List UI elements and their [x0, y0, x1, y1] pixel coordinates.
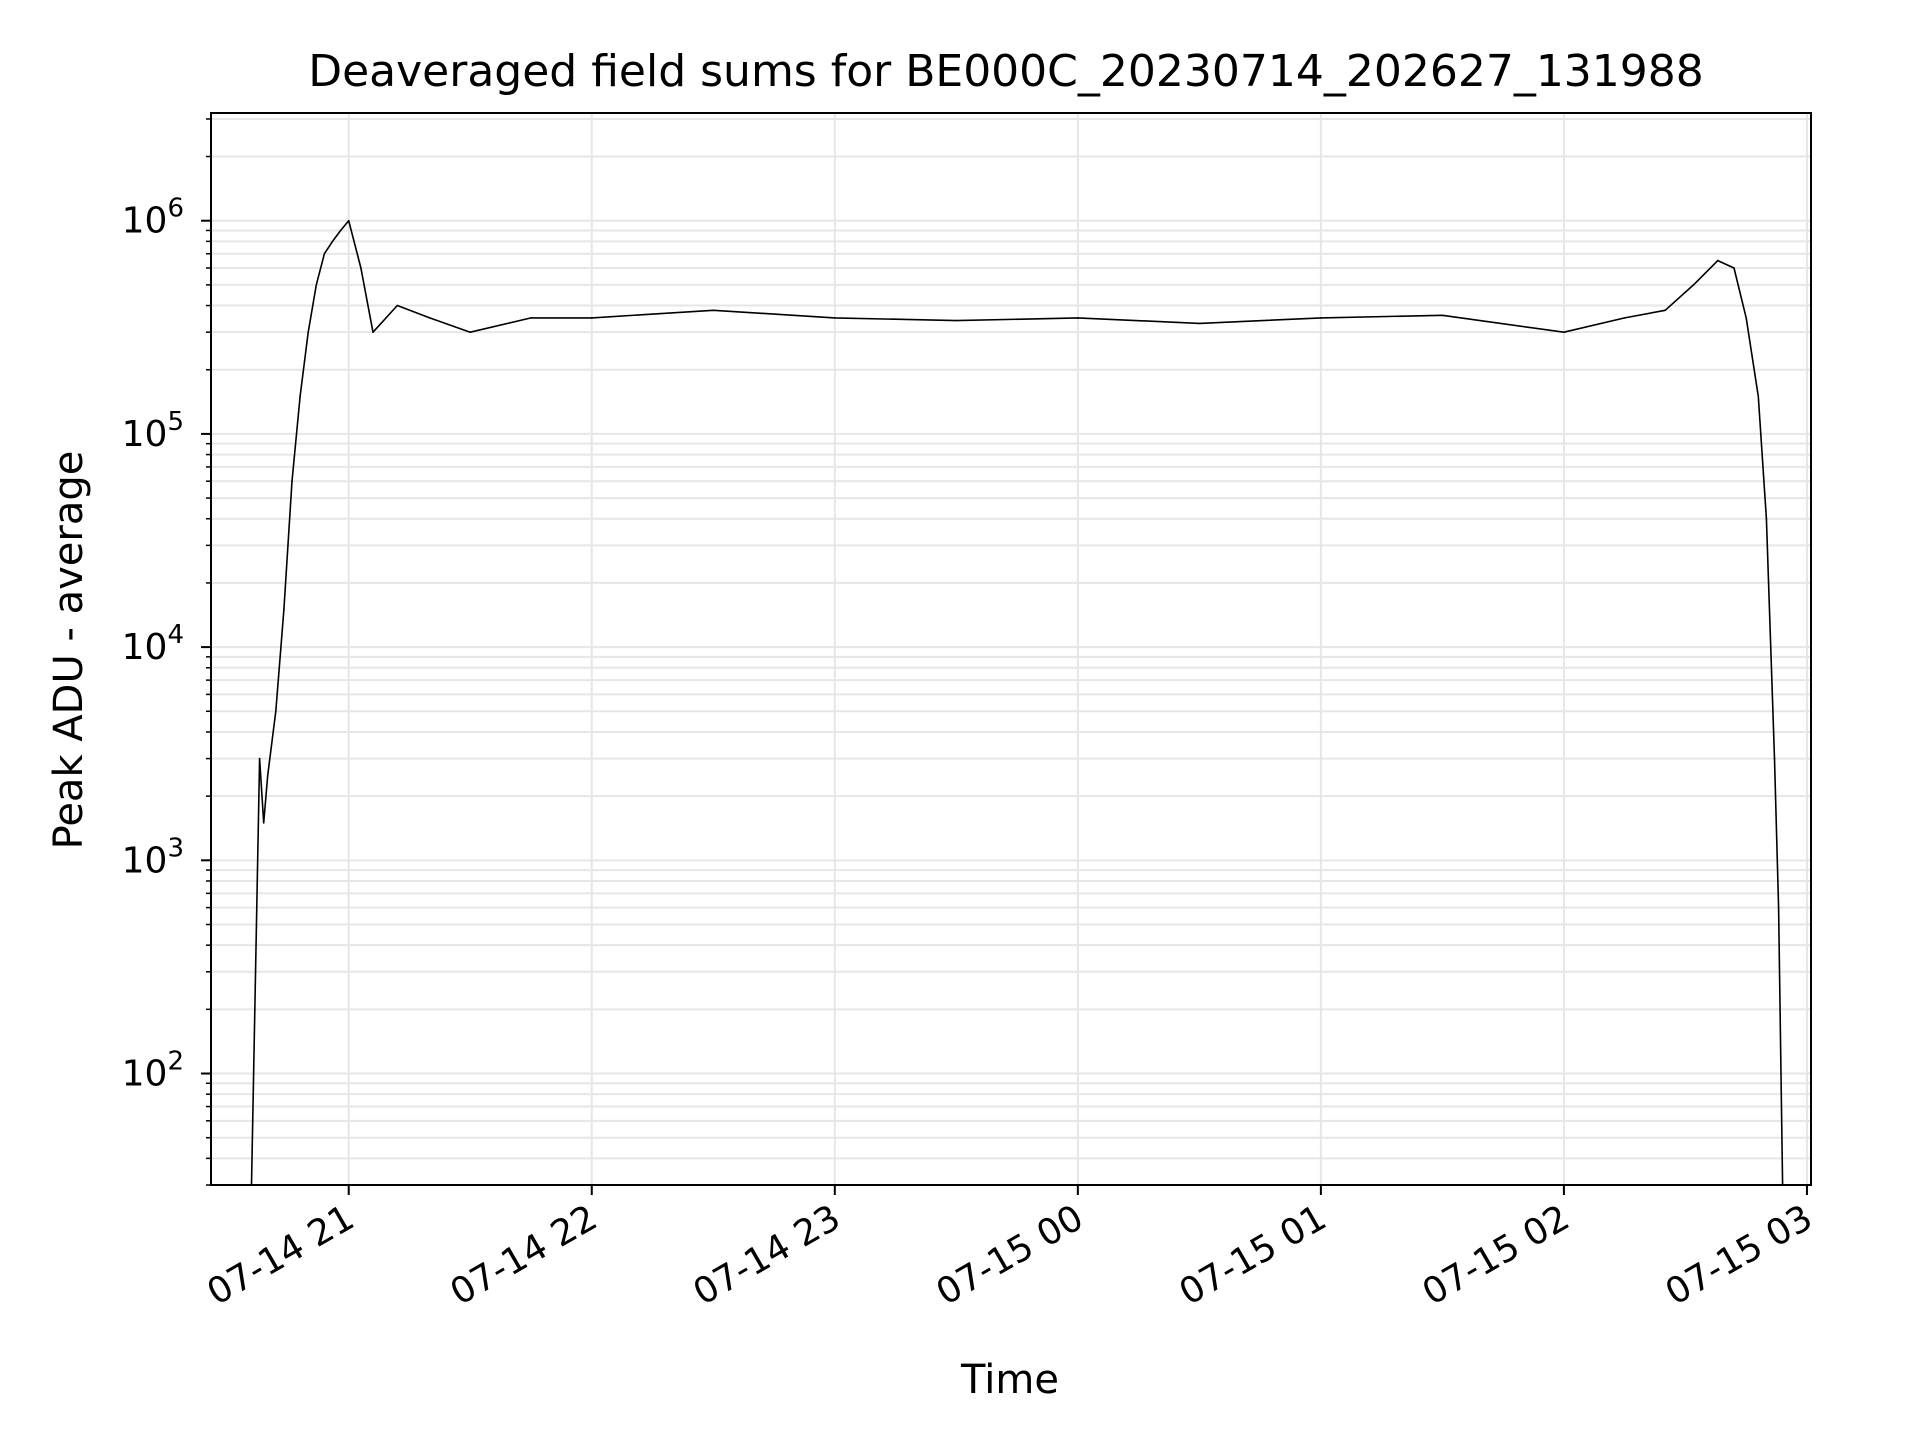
data-point [1077, 317, 1079, 319]
y-tick-label: 103 [122, 833, 184, 881]
x-tick-label: 07-15 03 [1659, 1197, 1820, 1313]
x-tick-label: 07-15 02 [1416, 1197, 1577, 1313]
y-tick-base: 10 [122, 840, 168, 881]
x-tick-label: 07-15 01 [1173, 1197, 1334, 1313]
data-point [1777, 906, 1780, 909]
y-tick-exponent: 6 [167, 194, 184, 224]
data-point [1745, 317, 1747, 319]
series-line-0 [250, 219, 1784, 1185]
data-point [530, 317, 532, 319]
data-point [262, 822, 265, 824]
data-point [323, 252, 326, 255]
y-tick-label: 106 [122, 194, 184, 242]
data-point [339, 229, 342, 232]
data-point [469, 331, 472, 334]
y-tick-exponent: 5 [167, 407, 184, 437]
data-point [1664, 309, 1666, 312]
y-tick-base: 10 [122, 1054, 168, 1095]
data-point [1320, 317, 1322, 319]
y-tick-exponent: 2 [167, 1047, 184, 1077]
data-point [1198, 322, 1201, 325]
x-ticks: 07-14 21 07-14 22 07-14 23 07-15 00 07-15 01… [201, 1185, 1820, 1314]
plot-frame [210, 112, 1812, 1186]
data-point [591, 317, 593, 319]
x-tick-label: 07-15 00 [930, 1197, 1091, 1313]
data-point [834, 317, 836, 319]
data-point [347, 219, 350, 222]
data-point [1765, 517, 1768, 520]
data-point [266, 774, 269, 777]
y-tick-label: 104 [122, 620, 184, 668]
y-tick-exponent: 3 [167, 833, 184, 863]
data-point [1441, 314, 1444, 317]
chart-title: Deaveraged field sums for BE000C_2023071… [308, 46, 1704, 97]
data-point [291, 480, 293, 483]
data-point [1563, 331, 1565, 334]
x-tick-label: 07-14 23 [687, 1197, 848, 1313]
data-point [1623, 317, 1626, 319]
data-point [283, 608, 285, 611]
data-point [315, 284, 318, 286]
data-point [428, 317, 431, 319]
y-tick-label: 105 [122, 407, 184, 455]
data-point [1773, 757, 1776, 760]
data-point [1692, 284, 1695, 286]
data-point [1717, 259, 1719, 262]
y-tick-label: 102 [122, 1047, 184, 1095]
data-point [712, 309, 715, 312]
x-tick-label: 07-14 22 [444, 1197, 605, 1313]
data-point [396, 304, 399, 307]
data-point [307, 331, 310, 334]
data-point [360, 267, 362, 269]
y-tick-base: 10 [122, 414, 168, 455]
data-point [1757, 395, 1760, 398]
data-point [258, 757, 261, 760]
y-tick-base: 10 [122, 201, 168, 242]
y-tick-base: 10 [122, 627, 168, 668]
data-point [275, 710, 277, 713]
data-point [955, 319, 958, 322]
data-point [1733, 267, 1735, 269]
y-axis-label: Peak ADU - average [46, 451, 92, 850]
x-tick-label: 07-14 21 [201, 1197, 362, 1313]
data-point [331, 240, 334, 243]
y-tick-exponent: 4 [167, 620, 184, 650]
data-point [299, 395, 301, 398]
data-point [372, 331, 374, 334]
x-axis-label: Time [960, 1357, 1059, 1403]
grid [211, 113, 1811, 1186]
series-layer [250, 219, 1784, 1185]
